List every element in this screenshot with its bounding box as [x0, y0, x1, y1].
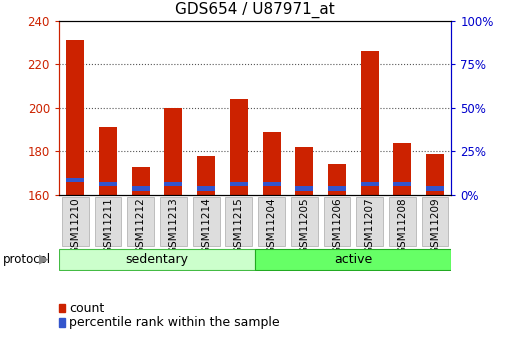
- Bar: [295, 186, 313, 190]
- FancyBboxPatch shape: [225, 197, 252, 246]
- Text: GSM11215: GSM11215: [234, 198, 244, 254]
- Bar: [197, 156, 215, 195]
- FancyBboxPatch shape: [258, 197, 285, 246]
- Text: GSM11206: GSM11206: [332, 198, 342, 254]
- Bar: [328, 165, 346, 195]
- Bar: [393, 182, 411, 186]
- Bar: [263, 132, 281, 195]
- Bar: [132, 167, 150, 195]
- Bar: [66, 178, 84, 182]
- FancyBboxPatch shape: [324, 197, 350, 246]
- Bar: [99, 182, 117, 186]
- Bar: [165, 108, 183, 195]
- FancyBboxPatch shape: [356, 197, 383, 246]
- Bar: [263, 182, 281, 186]
- Text: active: active: [334, 253, 372, 266]
- Bar: [197, 186, 215, 190]
- Bar: [361, 182, 379, 186]
- FancyBboxPatch shape: [59, 248, 255, 270]
- Bar: [66, 40, 84, 195]
- Text: count: count: [69, 302, 105, 315]
- FancyBboxPatch shape: [160, 197, 187, 246]
- Text: GSM11210: GSM11210: [70, 198, 81, 254]
- FancyBboxPatch shape: [193, 197, 220, 246]
- Bar: [230, 182, 248, 186]
- Bar: [426, 186, 444, 190]
- Text: GSM11204: GSM11204: [267, 198, 277, 254]
- Bar: [165, 182, 183, 186]
- FancyBboxPatch shape: [62, 197, 89, 246]
- Text: ▶: ▶: [38, 253, 48, 266]
- Text: GSM11209: GSM11209: [430, 198, 440, 254]
- FancyBboxPatch shape: [127, 197, 154, 246]
- Bar: [328, 186, 346, 190]
- Text: sedentary: sedentary: [126, 253, 189, 266]
- Bar: [393, 143, 411, 195]
- Text: GSM11205: GSM11205: [299, 198, 309, 254]
- Text: protocol: protocol: [3, 253, 51, 266]
- Bar: [99, 127, 117, 195]
- Text: GSM11208: GSM11208: [398, 198, 407, 254]
- Text: percentile rank within the sample: percentile rank within the sample: [69, 316, 280, 329]
- Text: GSM11211: GSM11211: [103, 198, 113, 254]
- FancyBboxPatch shape: [255, 248, 451, 270]
- Bar: [426, 154, 444, 195]
- Bar: [230, 99, 248, 195]
- Text: GSM11213: GSM11213: [168, 198, 179, 254]
- FancyBboxPatch shape: [291, 197, 318, 246]
- FancyBboxPatch shape: [94, 197, 122, 246]
- FancyBboxPatch shape: [422, 197, 448, 246]
- Text: GSM11212: GSM11212: [136, 198, 146, 254]
- Text: GSM11207: GSM11207: [365, 198, 374, 254]
- Bar: [361, 51, 379, 195]
- FancyBboxPatch shape: [389, 197, 416, 246]
- Text: GSM11214: GSM11214: [201, 198, 211, 254]
- Title: GDS654 / U87971_at: GDS654 / U87971_at: [175, 2, 335, 18]
- Bar: [295, 147, 313, 195]
- Bar: [132, 186, 150, 190]
